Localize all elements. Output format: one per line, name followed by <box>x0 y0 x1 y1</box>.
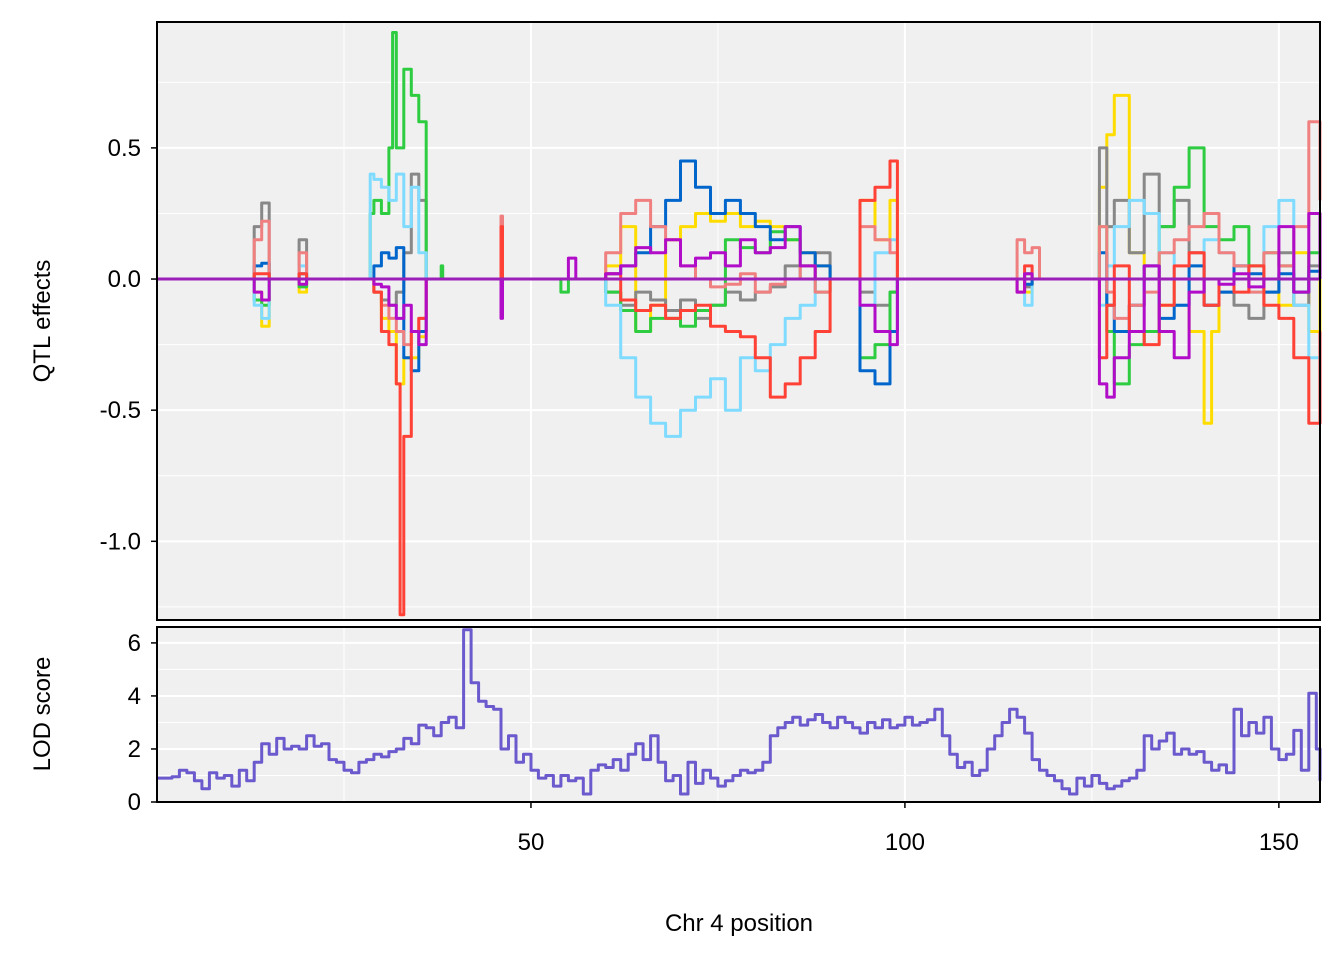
lod-panel: 0 2 4 6 50 100 150 LOD score Chr 4 position <box>29 626 1322 937</box>
effects-series-line-5 <box>252 120 1322 347</box>
x-tick-label: 50 <box>518 829 545 856</box>
effects-series-line-6 <box>252 159 1322 617</box>
effects-y-axis-label: QTL effects <box>29 260 56 383</box>
lod-gridlines <box>157 627 1320 803</box>
effects-panel: -1.0 -0.5 0.0 0.5 QTL effects <box>29 21 1322 621</box>
lod-y-axis: 0 2 4 6 <box>128 630 157 816</box>
x-axis-label: Chr 4 position <box>665 910 813 937</box>
effects-panel-background <box>157 22 1320 620</box>
effects-y-tick-label: 0.5 <box>108 135 141 162</box>
lod-y-tick-label: 4 <box>128 683 141 710</box>
effects-y-tick-label: 0.0 <box>108 266 141 293</box>
x-tick-label: 100 <box>885 829 925 856</box>
lod-series-line-0 <box>157 628 1322 796</box>
x-axis: 50 100 150 <box>518 802 1299 856</box>
effects-y-axis: -1.0 -0.5 0.0 0.5 <box>100 135 157 555</box>
effects-panel-frame <box>156 21 1321 621</box>
effects-series-group <box>157 31 1322 617</box>
lod-panel-frame <box>156 626 1321 803</box>
lod-y-tick-label: 0 <box>128 789 141 816</box>
lod-y-axis-label: LOD score <box>29 657 56 772</box>
effects-series-line-7 <box>252 212 1322 399</box>
lod-y-tick-label: 2 <box>128 736 141 763</box>
effects-y-tick-label: -0.5 <box>100 397 141 424</box>
lod-series-group <box>157 628 1322 796</box>
x-tick-label: 150 <box>1259 829 1299 856</box>
effects-y-tick-label: -1.0 <box>100 528 141 555</box>
effects-series-line-2 <box>252 31 1322 386</box>
lod-y-tick-label: 6 <box>128 630 141 657</box>
